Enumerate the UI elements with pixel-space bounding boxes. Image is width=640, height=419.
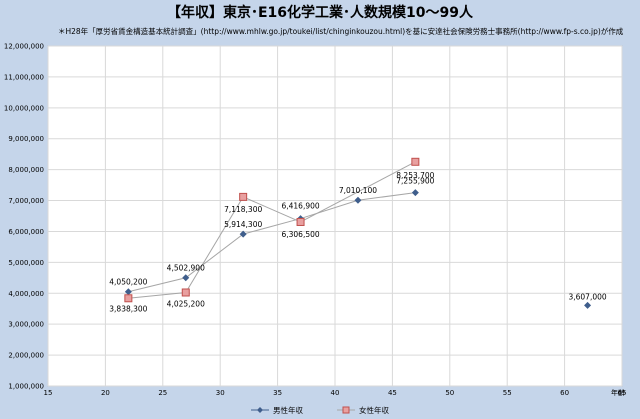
y-tick-label: 10,000,000 bbox=[4, 104, 44, 112]
x-tick-label: 40 bbox=[331, 389, 340, 397]
male-series-line bbox=[128, 192, 416, 293]
y-tick-label: 1,000,000 bbox=[8, 383, 44, 391]
y-tick-label: 12,000,000 bbox=[4, 43, 44, 51]
chart-title: 【年収】東京･E16化学工業･人数規模10～99人 bbox=[166, 5, 473, 21]
y-tick-label: 2,000,000 bbox=[8, 352, 44, 360]
male-point bbox=[182, 274, 190, 282]
x-tick-label: 65 bbox=[618, 389, 627, 397]
female-data-label: 8,253,700 bbox=[396, 171, 434, 180]
male-data-label: 4,050,200 bbox=[109, 278, 147, 287]
y-tick-label: 3,000,000 bbox=[8, 321, 44, 329]
male-data-label: 4,502,900 bbox=[167, 264, 205, 273]
male-data-label: 6,416,900 bbox=[281, 202, 319, 211]
y-tick-label: 8,000,000 bbox=[8, 166, 44, 174]
female-point bbox=[181, 288, 190, 297]
x-axis-label: 年齢 bbox=[611, 388, 625, 397]
male-point bbox=[124, 288, 132, 296]
y-tick-label: 9,000,000 bbox=[8, 135, 44, 143]
female-data-label: 7,118,300 bbox=[224, 205, 262, 214]
male-data-label: 7,010,100 bbox=[339, 186, 377, 195]
female-point bbox=[239, 192, 248, 201]
female-point bbox=[124, 294, 133, 303]
x-tick-label: 60 bbox=[560, 389, 569, 397]
female-point bbox=[296, 217, 305, 226]
y-tick-label: 5,000,000 bbox=[8, 259, 44, 267]
male-point bbox=[584, 301, 592, 309]
x-tick-label: 15 bbox=[44, 389, 53, 397]
male-point bbox=[239, 230, 247, 238]
female-data-label: 6,306,500 bbox=[281, 230, 319, 239]
y-tick-label: 11,000,000 bbox=[4, 73, 44, 81]
male-data-label: 7,255,900 bbox=[396, 177, 434, 186]
female-data-label: 3,838,300 bbox=[109, 304, 147, 313]
y-tick-label: 4,000,000 bbox=[8, 290, 44, 298]
male-point bbox=[354, 196, 362, 204]
x-tick-label: 50 bbox=[445, 389, 454, 397]
x-tick-label: 25 bbox=[158, 389, 167, 397]
legend-male-marker bbox=[257, 407, 263, 413]
x-tick-label: 45 bbox=[388, 389, 397, 397]
y-tick-label: 7,000,000 bbox=[8, 197, 44, 205]
x-tick-label: 30 bbox=[216, 389, 225, 397]
female-data-label: 4,025,200 bbox=[167, 299, 205, 308]
y-tick-label: 6,000,000 bbox=[8, 228, 44, 236]
male-data-label: 5,914,300 bbox=[224, 220, 262, 229]
x-tick-label: 55 bbox=[503, 389, 512, 397]
x-tick-label: 20 bbox=[101, 389, 110, 397]
male-data-label: 3,607,000 bbox=[568, 292, 606, 301]
legend-female-label: 女性年収 bbox=[359, 405, 389, 415]
male-point bbox=[411, 189, 419, 197]
legend-female-marker bbox=[342, 406, 350, 414]
x-tick-label: 35 bbox=[273, 389, 282, 397]
female-point bbox=[411, 157, 420, 166]
legend-male-label: 男性年収 bbox=[273, 405, 303, 415]
source-note: ＊H28年「厚労省賃金構造基本統計調査」(http://www.mhlw.go.… bbox=[58, 27, 624, 36]
